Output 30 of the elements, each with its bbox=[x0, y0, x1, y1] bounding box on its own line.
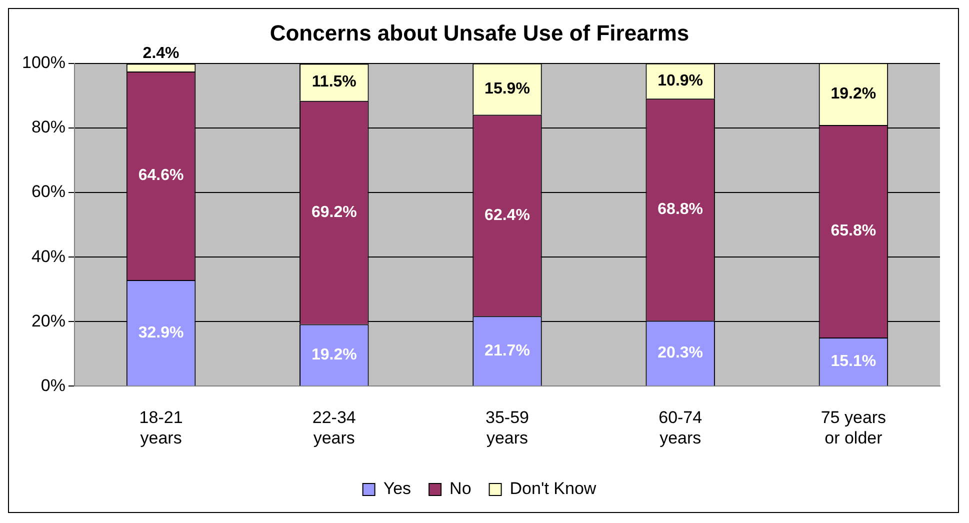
x-tick-label: 75 years or older bbox=[820, 408, 886, 448]
data-label: 15.9% bbox=[484, 80, 530, 98]
data-label: 11.5% bbox=[312, 74, 356, 91]
data-label: 69.2% bbox=[311, 204, 357, 221]
y-tick-label: 100% bbox=[22, 53, 66, 72]
legend-label: Don't Know bbox=[510, 479, 597, 498]
data-label: 19.2% bbox=[311, 346, 357, 364]
legend-label: Yes bbox=[383, 479, 412, 498]
data-label: 64.6% bbox=[138, 167, 184, 184]
data-label: 62.4% bbox=[484, 206, 530, 224]
y-tick-label: 60% bbox=[31, 182, 66, 202]
data-label: 20.3% bbox=[658, 344, 704, 362]
x-tick-label: 60-74 years bbox=[658, 408, 702, 448]
x-tick-label: 35-59 years bbox=[486, 408, 529, 448]
data-label: 32.9% bbox=[138, 324, 184, 342]
data-label: 15.1% bbox=[830, 352, 876, 370]
x-tick-label: 18-21 years bbox=[139, 408, 183, 448]
y-tick-label: 0% bbox=[40, 376, 66, 395]
data-label: 68.8% bbox=[658, 201, 704, 218]
y-tick-label: 80% bbox=[31, 118, 66, 137]
data-label: 19.2% bbox=[830, 85, 876, 102]
chart-title: Concerns about Unsafe Use of Firearms bbox=[270, 20, 690, 46]
data-label: 10.9% bbox=[658, 72, 704, 90]
x-tick-label: 22-34 years bbox=[312, 408, 356, 448]
data-label: 2.4% bbox=[142, 45, 180, 62]
y-tick-label: 20% bbox=[31, 311, 66, 330]
data-label: 21.7% bbox=[484, 342, 530, 360]
data-label: 65.8% bbox=[830, 222, 876, 240]
legend-label: No bbox=[450, 479, 472, 498]
y-tick-label: 40% bbox=[31, 246, 66, 266]
